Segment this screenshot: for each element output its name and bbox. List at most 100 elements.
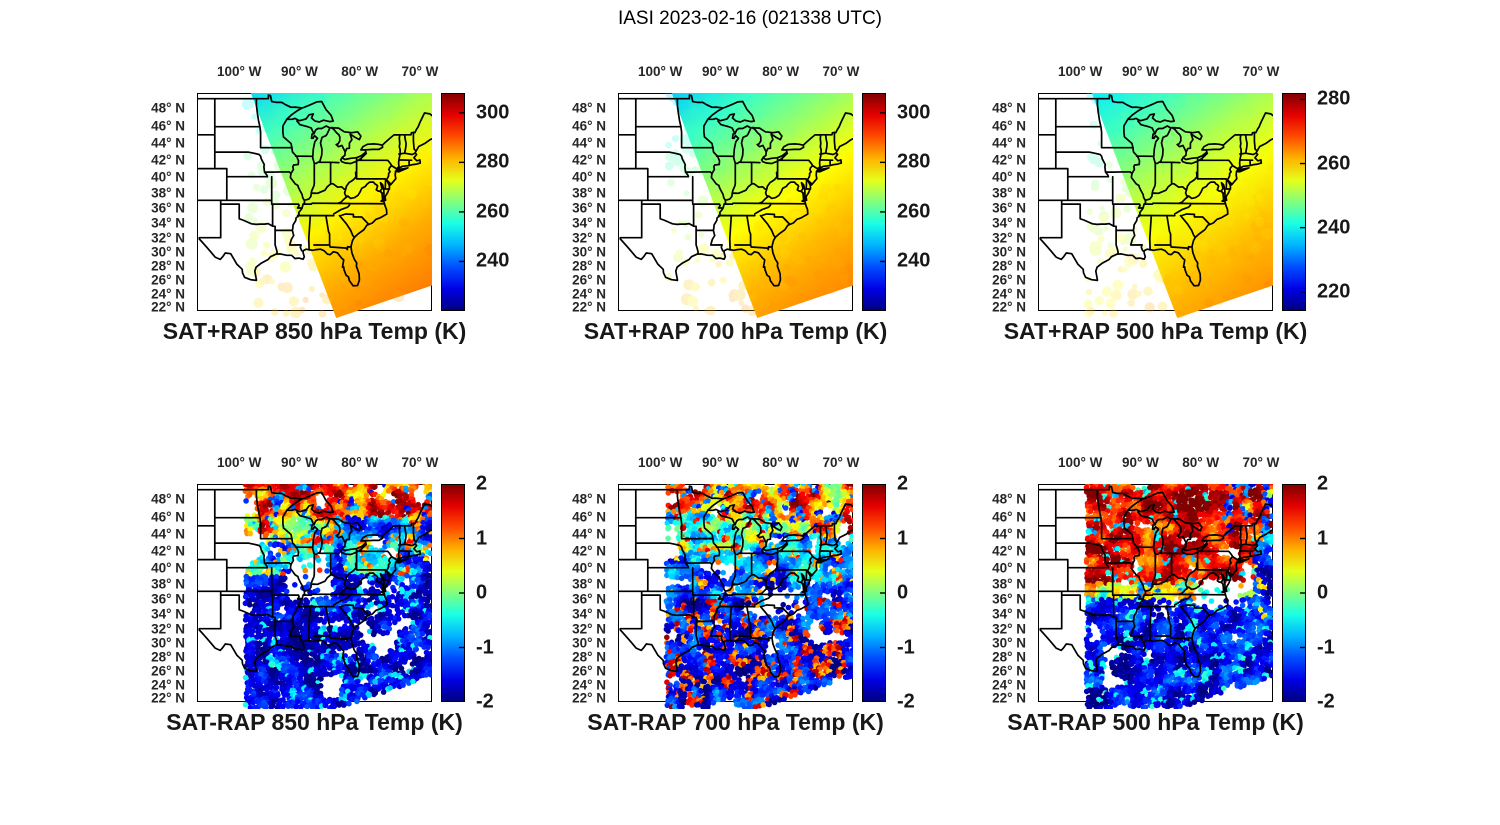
- lat-tick-label: 40° N: [992, 169, 1026, 185]
- lat-tick-label: 22° N: [572, 299, 606, 315]
- colorbar-tick-label: -2: [897, 690, 915, 713]
- panel-title-sat-plus-rap-850: SAT+RAP 850 hPa Temp (K): [162, 318, 467, 344]
- lat-tick-label: 36° N: [992, 200, 1026, 216]
- colorbar-tick-label: 2: [476, 472, 488, 495]
- basemap-outlines: [618, 94, 853, 287]
- lat-tick-label: 32° N: [151, 621, 185, 637]
- lat-tick-label: 32° N: [992, 621, 1026, 637]
- colorbar-sat-plus-rap-700: [862, 93, 886, 311]
- lat-tick-label: 42° N: [572, 152, 606, 168]
- lat-tick-label: 46° N: [151, 509, 185, 525]
- lon-tick-label: 80° W: [1182, 64, 1220, 79]
- lon-tick-label: 100° W: [216, 455, 262, 470]
- colorbar-tick-label: 280: [1317, 87, 1351, 110]
- lat-tick-label: 30° N: [572, 244, 606, 260]
- colorbar-sat-minus-rap-850: [441, 484, 465, 702]
- colorbar-sat-minus-rap-500: [1282, 484, 1306, 702]
- colorbar-tick-label: 280: [897, 150, 931, 173]
- lat-tick-label: 32° N: [151, 230, 185, 246]
- lon-tick-label: 70° W: [822, 455, 860, 470]
- lon-tick-label: 100° W: [637, 64, 683, 79]
- colorbar-tick-label: 2: [897, 472, 909, 495]
- lon-tick-label: 80° W: [762, 64, 800, 79]
- lon-tick-label: 100° W: [216, 64, 262, 79]
- colorbar-tick-label: 240: [1317, 216, 1351, 239]
- lat-tick-label: 42° N: [992, 543, 1026, 559]
- lat-tick-label: 42° N: [151, 152, 185, 168]
- colorbar-tick-label: -1: [476, 636, 494, 658]
- lat-tick-label: 46° N: [572, 118, 606, 134]
- lat-tick-label: 34° N: [992, 215, 1026, 231]
- diff-scatter-dots: [242, 484, 432, 709]
- lat-tick-label: 44° N: [572, 526, 606, 542]
- colorbar-tick-label: 0: [897, 581, 909, 604]
- lon-tick-label: 100° W: [1057, 455, 1103, 470]
- lat-tick-label: 28° N: [151, 258, 185, 274]
- lat-tick-label: 22° N: [992, 299, 1026, 315]
- colorbar-tick-label: 240: [476, 249, 510, 272]
- colorbar-sat-plus-rap-500: [1282, 93, 1306, 311]
- satellite-swath-field: [671, 93, 853, 318]
- panel-title-sat-minus-rap-700: SAT-RAP 700 hPa Temp (K): [587, 709, 884, 735]
- colorbar-sat-plus-rap-850: [441, 93, 465, 311]
- lat-tick-label: 40° N: [572, 169, 606, 185]
- basemap-outlines: [197, 94, 432, 287]
- lon-tick-label: 90° W: [280, 455, 318, 470]
- map-canvas-sat-minus-rap-850: [197, 484, 465, 709]
- colorbar-tick-label: 1: [897, 527, 909, 549]
- diff-scatter-dots: [1083, 484, 1273, 709]
- panel-title-sat-plus-rap-500: SAT+RAP 500 hPa Temp (K): [1003, 318, 1308, 344]
- lat-tick-label: 32° N: [992, 230, 1026, 246]
- lon-tick-label: 100° W: [637, 455, 683, 470]
- lat-tick-label: 36° N: [151, 200, 185, 216]
- lat-tick-label: 44° N: [572, 135, 606, 151]
- lat-tick-label: 34° N: [151, 606, 185, 622]
- lat-tick-label: 30° N: [992, 635, 1026, 651]
- lat-tick-label: 48° N: [572, 100, 606, 116]
- lat-tick-label: 26° N: [151, 272, 185, 288]
- lon-tick-label: 80° W: [762, 455, 800, 470]
- lat-tick-label: 34° N: [572, 606, 606, 622]
- colorbar-tick-label: -2: [1317, 690, 1335, 713]
- map-canvas-sat-plus-rap-850: [197, 93, 465, 318]
- lat-tick-label: 26° N: [151, 663, 185, 679]
- diff-scatter-dots: [663, 484, 853, 709]
- lat-tick-label: 42° N: [992, 152, 1026, 168]
- lon-tick-label: 90° W: [280, 64, 318, 79]
- lat-tick-label: 34° N: [151, 215, 185, 231]
- lat-tick-label: 44° N: [992, 526, 1026, 542]
- lat-tick-label: 26° N: [992, 663, 1026, 679]
- lat-tick-label: 38° N: [992, 185, 1026, 201]
- lat-tick-label: 40° N: [572, 560, 606, 576]
- satellite-swath-field: [250, 93, 432, 318]
- colorbar-tick-label: -1: [897, 636, 915, 658]
- lat-tick-label: 22° N: [992, 690, 1026, 706]
- lon-tick-label: 70° W: [1242, 455, 1280, 470]
- lat-tick-label: 38° N: [992, 576, 1026, 592]
- lat-tick-label: 34° N: [572, 215, 606, 231]
- map-canvas-sat-plus-rap-700: [618, 93, 886, 318]
- colorbar-tick-label: 0: [1317, 581, 1329, 604]
- lon-tick-label: 80° W: [341, 64, 379, 79]
- lat-tick-label: 36° N: [992, 591, 1026, 607]
- colorbar-tick-label: 280: [476, 150, 510, 173]
- map-canvas-sat-plus-rap-500: [1038, 93, 1306, 318]
- colorbar-tick-label: 1: [1317, 527, 1329, 549]
- lon-tick-label: 90° W: [701, 455, 739, 470]
- lat-tick-label: 26° N: [992, 272, 1026, 288]
- lat-tick-label: 46° N: [572, 509, 606, 525]
- lon-tick-label: 80° W: [341, 455, 379, 470]
- lat-tick-label: 30° N: [151, 244, 185, 260]
- lat-tick-label: 24° N: [572, 286, 606, 302]
- lat-tick-label: 46° N: [992, 509, 1026, 525]
- lat-tick-label: 48° N: [992, 491, 1026, 507]
- lat-tick-label: 28° N: [572, 649, 606, 665]
- lat-tick-label: 22° N: [572, 690, 606, 706]
- lat-tick-label: 28° N: [151, 649, 185, 665]
- colorbar-tick-label: 260: [476, 200, 510, 223]
- lat-tick-label: 48° N: [151, 100, 185, 116]
- panel-title-sat-plus-rap-700: SAT+RAP 700 hPa Temp (K): [583, 318, 888, 344]
- colorbar-tick-label: 300: [476, 101, 510, 124]
- lat-tick-label: 24° N: [992, 286, 1026, 302]
- colorbar-tick-label: -2: [476, 690, 494, 713]
